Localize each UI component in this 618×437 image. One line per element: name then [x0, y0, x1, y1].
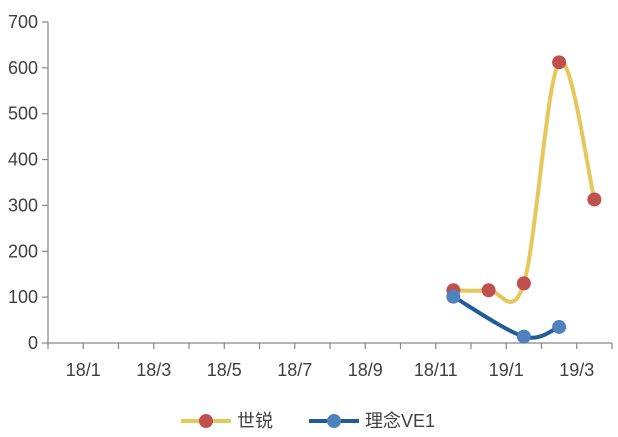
legend-swatch-marker: [199, 414, 213, 428]
x-axis-ticks: 18/1 18/3 18/5 18/7 18/9 18/11 19/1 19/3: [47, 343, 613, 380]
y-tick-label: 700: [8, 12, 38, 32]
axes: [47, 22, 612, 344]
y-tick-label: 200: [8, 241, 38, 261]
data-point: [552, 55, 567, 70]
legend-label: 理念VE1: [365, 410, 435, 431]
x-tick-label: 18/1: [66, 360, 101, 380]
series-line: [451, 59, 597, 304]
x-tick-label: 18/7: [277, 360, 312, 380]
y-tick-label: 600: [8, 58, 38, 78]
legend-swatch-marker: [327, 414, 341, 428]
y-tick-label: 400: [8, 150, 38, 170]
legend: 世锐 理念VE1: [181, 410, 435, 431]
x-tick-label: 18/9: [348, 360, 383, 380]
x-tick-label: 18/5: [207, 360, 242, 380]
x-tick-label: 19/3: [559, 360, 594, 380]
data-point: [516, 329, 531, 344]
legend-label: 世锐: [237, 411, 273, 431]
y-tick-label: 300: [8, 195, 38, 215]
series-layer: [446, 55, 602, 344]
y-axis-ticks: 0 100 200 300 400 500 600 700: [8, 12, 48, 353]
series-2: [446, 289, 567, 344]
x-tick-label: 18/11: [414, 360, 458, 380]
data-point: [516, 276, 531, 291]
y-tick-label: 0: [28, 333, 38, 353]
series-line: [451, 294, 562, 340]
data-point: [552, 319, 567, 334]
y-tick-label: 500: [8, 104, 38, 124]
x-tick-label: 18/3: [136, 360, 171, 380]
x-tick-label: 19/1: [489, 360, 524, 380]
data-point: [481, 283, 496, 298]
legend-item: 世锐: [181, 411, 273, 431]
series-1: [446, 55, 602, 304]
legend-item: 理念VE1: [309, 410, 435, 431]
data-point: [446, 289, 461, 304]
y-tick-label: 100: [8, 287, 38, 307]
data-point: [587, 192, 602, 207]
